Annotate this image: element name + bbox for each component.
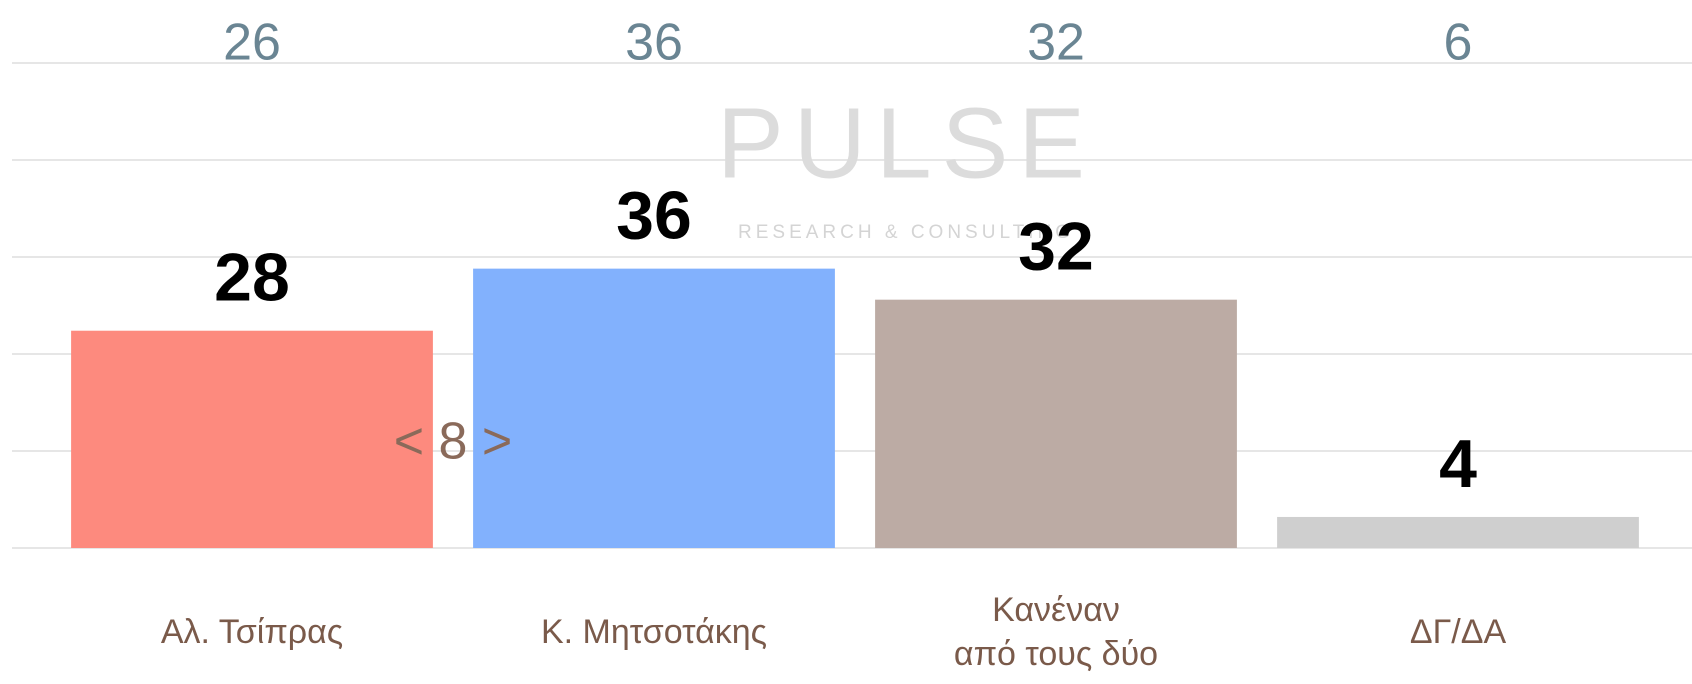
x-tick-label: Κανέναν από τους δύο [953, 591, 1159, 673]
bar [875, 299, 1237, 548]
data-label: 4 [1439, 426, 1477, 502]
x-tick-label: Κ. Μητσοτάκης [540, 613, 768, 651]
watermark-title: PULSE [717, 87, 1095, 199]
x-tick-label: ΔΓ/ΔΑ [1409, 613, 1507, 651]
bar [473, 268, 835, 548]
previous-value: 32 [1027, 14, 1085, 72]
watermark-subtitle: RESEARCH & CONSULTING [738, 222, 1074, 243]
data-label: 32 [1018, 209, 1094, 285]
x-tick-label: Αλ. Τσίπρας [160, 613, 344, 651]
annotation: < 8 > [394, 413, 513, 471]
bar [1277, 516, 1639, 548]
data-label: 28 [214, 240, 290, 316]
previous-value: 6 [1444, 14, 1473, 72]
data-label: 36 [616, 178, 692, 254]
bar [71, 330, 433, 548]
previous-value: 36 [625, 14, 683, 72]
previous-value: 26 [223, 14, 281, 72]
